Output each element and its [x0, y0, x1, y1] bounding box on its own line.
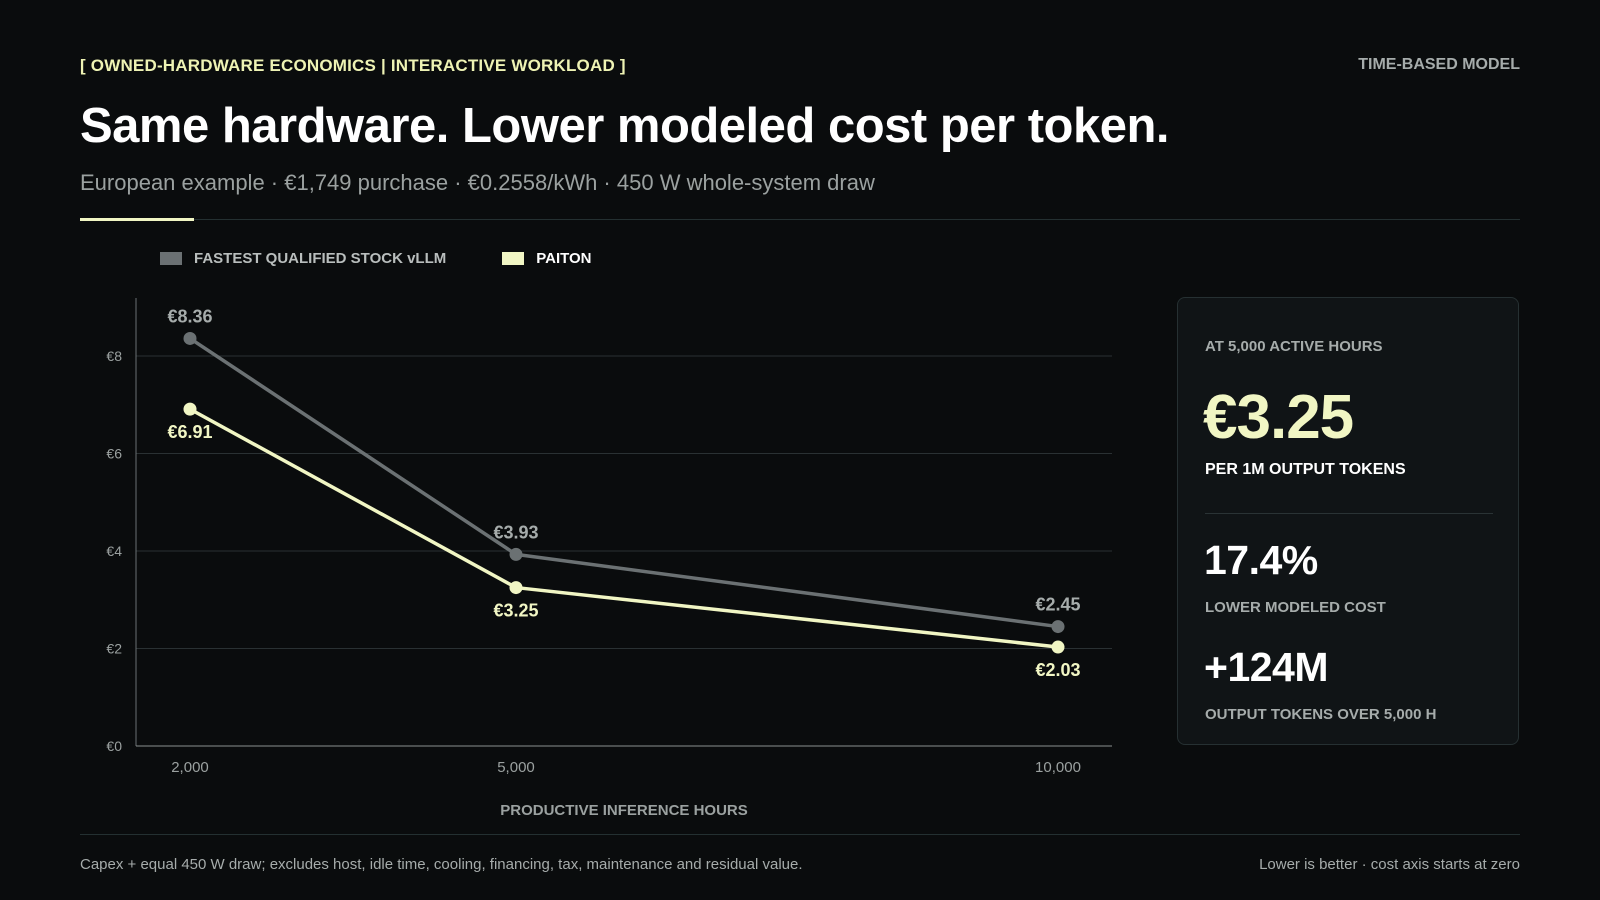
legend-label-paiton: PAITON: [536, 250, 592, 267]
data-point-paiton: [1051, 640, 1065, 654]
data-point-stock: [183, 331, 197, 345]
x-tick-label: 10,000: [1035, 759, 1081, 776]
chart-legend: FASTEST QUALIFIED STOCK vLLM PAITON: [160, 250, 648, 267]
kpi-eyebrow: AT 5,000 ACTIVE HOURS: [1205, 338, 1383, 355]
legend-item-stock: FASTEST QUALIFIED STOCK vLLM: [160, 250, 446, 267]
y-tick-label: €2: [106, 641, 122, 657]
data-point-paiton: [183, 402, 197, 416]
kpi-savings-label: LOWER MODELED COST: [1205, 599, 1386, 616]
data-point-stock: [509, 547, 523, 561]
x-tick-label: 2,000: [171, 759, 209, 776]
kpi-main-unit: PER 1M OUTPUT TOKENS: [1205, 461, 1406, 478]
cost-line-chart: €0 €2 €4 €6 €8 2,000 5,000 10,000 PRODUCTIVE INF…: [106, 298, 1112, 819]
kpi-tokens-label: OUTPUT TOKENS OVER 5,000 H: [1205, 706, 1437, 723]
y-tick-label: €0: [106, 738, 122, 754]
footer-divider: [80, 834, 1520, 835]
kpi-card: AT 5,000 ACTIVE HOURS €3.25 PER 1M OUTPU…: [1177, 297, 1519, 745]
kpi-tokens-value: +124M: [1204, 644, 1329, 690]
header-divider: [80, 219, 1520, 220]
data-point-stock: [1051, 620, 1065, 634]
legend-item-paiton: PAITON: [502, 250, 592, 267]
data-point-paiton: [509, 581, 523, 595]
kpi-savings-value: 17.4%: [1204, 537, 1318, 583]
data-label-paiton: €6.91: [167, 422, 212, 442]
data-label-stock: €8.36: [167, 306, 212, 326]
model-tag: TIME-BASED MODEL: [1358, 56, 1520, 73]
section-eyebrow: [ OWNED-HARDWARE ECONOMICS | INTERACTIVE…: [80, 56, 626, 75]
x-axis-title: PRODUCTIVE INFERENCE HOURS: [500, 802, 748, 819]
page-subtitle: European example · €1,749 purchase · €0.…: [80, 170, 875, 195]
legend-swatch-paiton: [502, 252, 525, 265]
data-label-stock: €3.93: [493, 522, 538, 542]
x-tick-label: 5,000: [497, 759, 535, 776]
footer-hint: Lower is better · cost axis starts at ze…: [1259, 856, 1520, 873]
kpi-main-value: €3.25: [1203, 383, 1354, 452]
data-label-stock: €2.45: [1035, 595, 1080, 615]
legend-label-stock: FASTEST QUALIFIED STOCK vLLM: [194, 250, 447, 267]
y-tick-label: €8: [106, 348, 122, 364]
footer-note: Capex + equal 450 W draw; excludes host,…: [80, 856, 803, 873]
page-title: Same hardware. Lower modeled cost per to…: [80, 99, 1170, 153]
series-line-stock: [189, 336, 1059, 629]
y-tick-label: €6: [106, 446, 122, 462]
legend-swatch-stock: [160, 252, 182, 265]
kpi-divider: [1205, 513, 1493, 514]
y-tick-label: €4: [106, 543, 122, 559]
header-divider-accent: [80, 218, 194, 221]
data-label-paiton: €2.03: [1035, 660, 1080, 680]
series-line-paiton: [189, 407, 1059, 649]
data-label-paiton: €3.25: [493, 601, 538, 621]
